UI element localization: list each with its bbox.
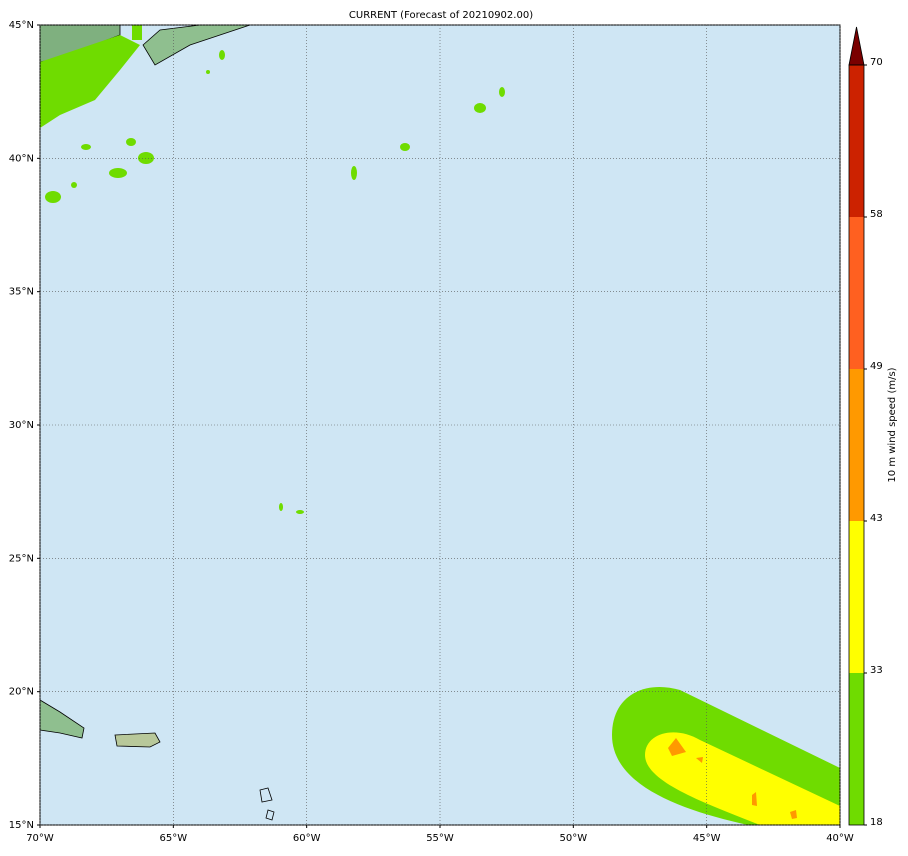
y-tick-label: 40°N [9, 153, 34, 164]
x-tick-label: 45°W [693, 833, 721, 844]
x-tick-label: 55°W [426, 833, 454, 844]
colorbar-band [849, 369, 864, 521]
x-tick-label: 40°W [826, 833, 854, 844]
y-tick-label: 35°N [9, 287, 34, 298]
colorbar-band [849, 217, 864, 369]
y-tick-label: 20°N [9, 687, 34, 698]
colorbar-frame [848, 64, 865, 826]
colorbar-tick-label: 58 [870, 209, 883, 220]
colorbar-band [849, 65, 864, 217]
colorbar-band [849, 521, 864, 673]
colorbar-band [849, 673, 864, 825]
x-tick-label: 50°W [560, 833, 588, 844]
wind-swath [612, 687, 840, 825]
colorbar-label: 10 m wind speed (m/s) [887, 367, 898, 482]
x-tick-label: 60°W [293, 833, 321, 844]
map-title: CURRENT (Forecast of 20210902.00) [349, 10, 533, 21]
colorbar-tick-label: 43 [870, 513, 883, 524]
colorbar-extend [848, 26, 865, 66]
colorbar-tick-label: 33 [870, 665, 883, 676]
land [39, 24, 275, 821]
x-tick-label: 65°W [160, 833, 188, 844]
colorbar-tick-label: 70 [870, 57, 883, 68]
y-tick-label: 45°N [9, 20, 34, 31]
y-tick-label: 25°N [9, 553, 34, 564]
colorbar-tick-label: 49 [870, 361, 883, 372]
x-tick-label: 70°W [26, 833, 54, 844]
wind-patches [40, 25, 505, 514]
y-tick-label: 30°N [9, 420, 34, 431]
y-tick-label: 15°N [9, 820, 34, 831]
colorbar-tick-label: 18 [870, 817, 883, 828]
